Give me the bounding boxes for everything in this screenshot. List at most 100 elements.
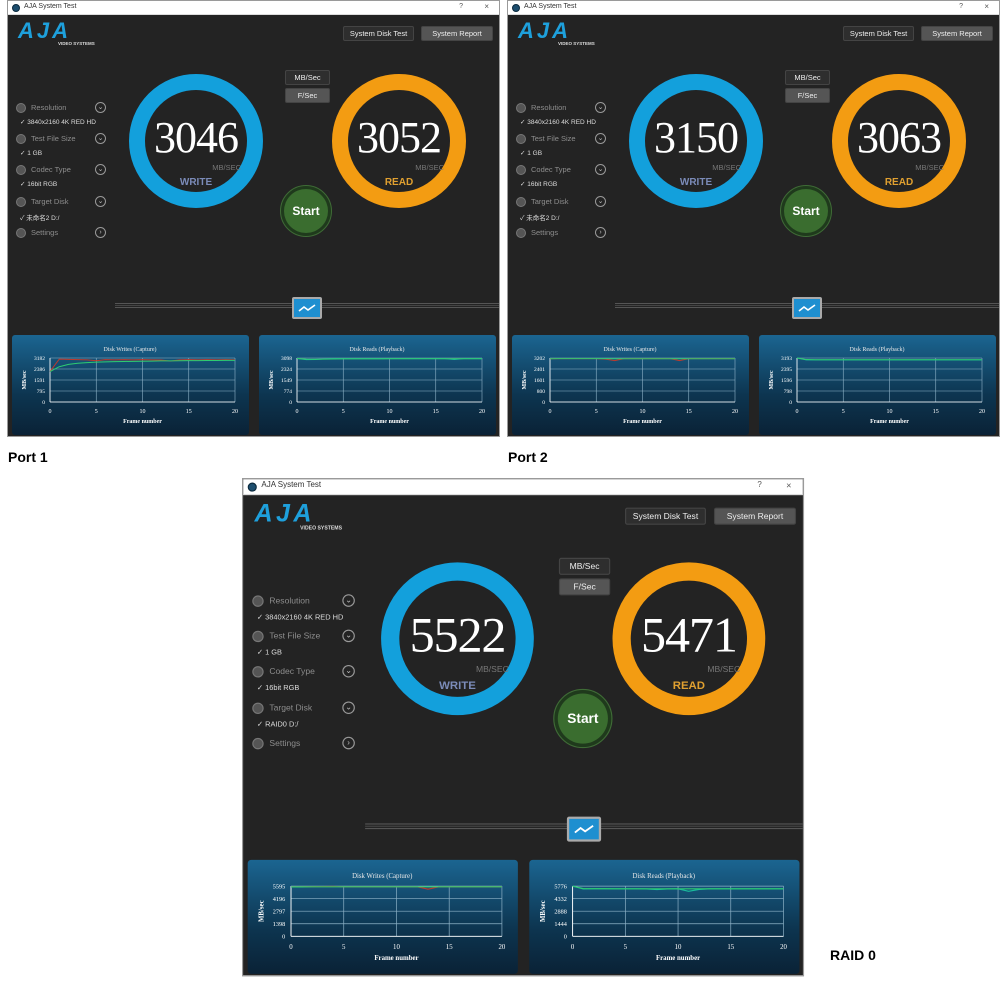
mb-sec-button[interactable]: MB/Sec (558, 557, 611, 575)
sidebar-item-test-file-size[interactable]: Test File Size ⌄ (514, 132, 614, 146)
chevron-down-icon[interactable]: ⌄ (95, 102, 106, 113)
resolution-icon (16, 103, 26, 113)
start-label: Start (784, 189, 828, 233)
chevron-down-icon[interactable]: ⌄ (342, 594, 355, 607)
write-value: 3150 (654, 113, 739, 162)
gear-icon (516, 228, 526, 238)
sidebar-item-target-disk[interactable]: Target Disk ⌄ (14, 195, 114, 209)
window-title: AJA System Test (524, 3, 577, 10)
y-tick-label: 2324 (281, 367, 292, 373)
sidebar-item-settings[interactable]: Settings › (250, 736, 364, 752)
sidebar-item-target-disk[interactable]: Target Disk ⌄ (250, 700, 364, 716)
sidebar-item-resolution[interactable]: Resolution ⌄ (250, 593, 364, 609)
chevron-down-icon[interactable]: ⌄ (95, 164, 106, 175)
chart-svg: Disk Writes (Capture) 0 800 1601 2401 3202 0 5 1… (522, 346, 738, 425)
sidebar-selected-value: ✓ 未命名2 D:/ (20, 215, 60, 222)
chevron-down-icon[interactable]: ⌄ (595, 102, 606, 113)
close-button[interactable]: × (786, 480, 792, 491)
chevron-down-icon[interactable]: ⌄ (95, 196, 106, 207)
y-tick-label: 2797 (273, 908, 286, 915)
write-label: WRITE (679, 177, 713, 188)
line-graph-icon (574, 824, 594, 834)
system-report-button[interactable]: System Report (713, 507, 797, 525)
x-tick-label: 5 (842, 409, 845, 415)
y-axis-label: MB/sec (540, 900, 547, 922)
disk-reads-chart: Disk Reads (Playback) 0 798 1596 2395 3193 0 5 1… (759, 335, 996, 435)
chevron-down-icon[interactable]: ⌄ (595, 196, 606, 207)
help-button[interactable]: ? (459, 3, 463, 10)
help-button[interactable]: ? (757, 481, 762, 490)
chevron-right-icon[interactable]: › (342, 736, 355, 750)
mb-sec-button[interactable]: MB/Sec (285, 70, 330, 85)
y-tick-label: 795 (37, 389, 46, 395)
x-tick-label: 15 (727, 944, 734, 951)
sidebar-item-resolution[interactable]: Resolution ⌄ (514, 101, 614, 115)
mb-sec-button[interactable]: MB/Sec (785, 70, 830, 85)
y-tick-label: 4196 (273, 896, 286, 903)
close-button[interactable]: × (484, 2, 489, 11)
disk-reads-chart: Disk Reads (Playback) 0 1444 2888 4332 5776 0 5… (529, 859, 800, 974)
chart-title: Disk Writes (Capture) (104, 346, 157, 353)
y-tick-label: 3193 (781, 356, 792, 362)
x-tick-label: 10 (393, 944, 400, 951)
sidebar-item-codec-type[interactable]: Codec Type ⌄ (14, 163, 114, 177)
sidebar-item-settings[interactable]: Settings › (14, 226, 114, 240)
sidebar-item-codec-type[interactable]: Codec Type ⌄ (514, 163, 614, 177)
y-tick-label: 1398 (273, 921, 286, 928)
sidebar-item-resolution[interactable]: Resolution ⌄ (14, 101, 114, 115)
close-button[interactable]: × (984, 2, 989, 11)
chart-svg: Disk Writes (Capture) 0 1398 2797 4196 5595 0 5… (259, 873, 506, 962)
sidebar-item-codec-type[interactable]: Codec Type ⌄ (250, 664, 364, 680)
x-tick-label: 15 (686, 409, 692, 415)
write-value: 5522 (409, 606, 507, 663)
chevron-down-icon[interactable]: ⌄ (342, 701, 355, 714)
svg-text:VIDEO SYSTEMS: VIDEO SYSTEMS (300, 525, 342, 530)
x-tick-label: 0 (296, 409, 299, 415)
sidebar-item-settings[interactable]: Settings › (514, 226, 614, 240)
disk-reads-chart: Disk Reads (Playback) 0 774 1549 2324 3098 0 5 1… (259, 335, 496, 435)
system-disk-test-button[interactable]: System Disk Test (843, 26, 914, 41)
chevron-right-icon[interactable]: › (595, 227, 606, 238)
y-axis-label: MB/sec (769, 370, 775, 389)
system-report-button[interactable]: System Report (421, 26, 493, 41)
chart-title: Disk Writes (Capture) (604, 346, 657, 353)
chevron-right-icon[interactable]: › (95, 227, 106, 238)
sidebar-selected-value: ✓ 1 GB (20, 150, 43, 157)
x-tick-label: 20 (732, 409, 738, 415)
y-tick-label: 1549 (281, 378, 292, 384)
file-size-icon (252, 630, 264, 643)
disk-icon (516, 197, 526, 207)
system-report-button[interactable]: System Report (921, 26, 993, 41)
f-sec-button[interactable]: F/Sec (558, 578, 611, 596)
start-button[interactable]: Start (553, 688, 613, 749)
chevron-down-icon[interactable]: ⌄ (595, 133, 606, 144)
help-button[interactable]: ? (959, 3, 963, 10)
chevron-down-icon[interactable]: ⌄ (595, 164, 606, 175)
y-tick-label: 0 (289, 400, 292, 406)
sidebar-item-label: Test File Size (31, 134, 76, 143)
chevron-down-icon[interactable]: ⌄ (95, 133, 106, 144)
sidebar-item-label: Settings (31, 228, 59, 237)
sidebar-value-text: RAID0 D:/ (265, 720, 299, 729)
sidebar-item-target-disk[interactable]: Target Disk ⌄ (514, 195, 614, 209)
graph-toggle-button[interactable] (792, 297, 822, 319)
y-tick-label: 0 (282, 934, 285, 941)
start-button[interactable]: Start (280, 185, 332, 237)
disk-icon (252, 702, 264, 714)
sidebar-item-test-file-size[interactable]: Test File Size ⌄ (250, 628, 364, 644)
sidebar-item-label: Resolution (269, 595, 310, 606)
y-tick-label: 0 (564, 934, 567, 941)
graph-toggle-button[interactable] (566, 816, 602, 842)
sidebar-item-test-file-size[interactable]: Test File Size ⌄ (14, 132, 114, 146)
system-disk-test-button[interactable]: System Disk Test (625, 507, 706, 525)
graph-toggle-button[interactable] (292, 297, 322, 319)
x-tick-label: 0 (571, 944, 575, 951)
system-disk-test-button[interactable]: System Disk Test (343, 26, 414, 41)
chevron-down-icon[interactable]: ⌄ (342, 629, 355, 643)
f-sec-button[interactable]: F/Sec (785, 88, 830, 103)
y-tick-label: 1591 (34, 378, 45, 384)
sidebar-item-label: Target Disk (269, 702, 313, 713)
f-sec-button[interactable]: F/Sec (285, 88, 330, 103)
chevron-down-icon[interactable]: ⌄ (342, 664, 355, 678)
start-button[interactable]: Start (780, 185, 832, 237)
